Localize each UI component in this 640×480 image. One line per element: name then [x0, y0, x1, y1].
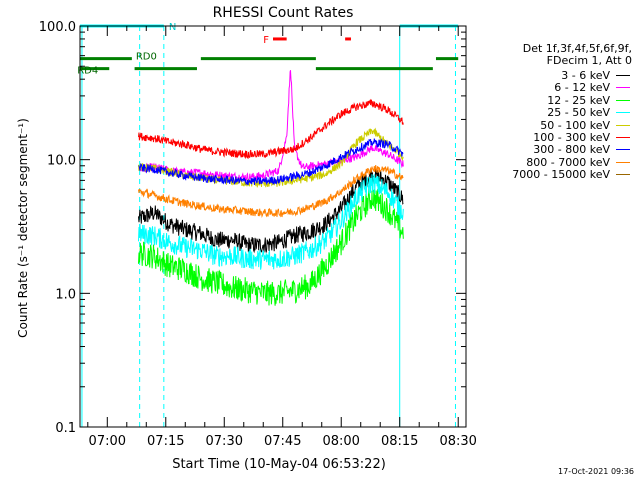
legend-label: 6 - 12 keV: [554, 81, 610, 95]
legend-label: 7000 - 15000 keV: [512, 168, 610, 182]
legend-label: 50 - 100 keV: [540, 118, 610, 132]
y-tick-label: 1.0: [55, 287, 76, 302]
x-tick-label: 07:15: [147, 434, 184, 449]
legend-swatch: [616, 75, 630, 76]
legend-item: 6 - 12 keV: [554, 81, 630, 94]
series-group: [138, 70, 404, 306]
x-tick-label: 08:15: [381, 434, 418, 449]
legend-swatch: [616, 99, 630, 101]
legend-item: 50 - 100 keV: [540, 119, 630, 132]
y-tick-label: 100.0: [39, 20, 76, 35]
legend-swatch: [616, 174, 630, 176]
legend-item: 300 - 800 keV: [533, 143, 630, 156]
legend-label: 12 - 25 keV: [547, 93, 610, 107]
legend-item: 3 - 6 keV: [561, 69, 630, 82]
series-line-0: [138, 167, 404, 254]
legend-item: 100 - 300 keV: [533, 131, 630, 144]
legend-header-line2: FDecim 1, Att 0: [546, 54, 632, 67]
state-label-rd4: RD4: [77, 66, 98, 77]
timestamp: 17-Oct-2021 09:36: [558, 467, 634, 476]
legend-item: 800 - 7000 keV: [526, 156, 630, 169]
x-tick-label: 07:45: [264, 434, 301, 449]
series-line-1: [138, 70, 404, 182]
legend-swatch: [616, 137, 630, 138]
series-line-7: [138, 165, 404, 219]
legend-label: 300 - 800 keV: [533, 143, 610, 157]
state-label-n: N: [169, 22, 176, 33]
x-tick-label: 07:00: [89, 434, 126, 449]
plot-frame: [79, 25, 467, 428]
legend-item: 25 - 50 keV: [547, 106, 630, 119]
y-axis-label: Count Rate (s⁻¹ detector segment⁻¹): [16, 118, 30, 338]
legend-swatch: [616, 149, 630, 151]
legend-swatch: [616, 161, 630, 163]
x-tick-label: 07:30: [206, 434, 243, 449]
legend-header-line1: Det 1f,3f,4f,5f,6f,9f,: [522, 42, 632, 55]
legend-swatch: [616, 112, 630, 114]
legend-label: 25 - 50 keV: [547, 106, 610, 120]
legend-swatch: [616, 87, 630, 89]
series-line-6: [138, 138, 404, 186]
series-line-2: [138, 188, 404, 306]
legend-swatch: [616, 124, 630, 126]
axes: 0.1 1.0 10.0 100.0 07:00 07:15 07:30 07:45 08:00…: [39, 20, 477, 449]
y-tick-label: 10.0: [47, 154, 76, 169]
legend-label: 3 - 6 keV: [561, 69, 610, 82]
series-line-5: [138, 98, 404, 160]
state-label-f: F: [263, 35, 269, 46]
legend-item: 7000 - 15000 keV: [512, 168, 630, 181]
x-tick-label: 08:30: [439, 434, 476, 449]
legend-label: 800 - 7000 keV: [526, 155, 610, 169]
x-tick-label: 08:00: [322, 434, 359, 449]
legend-label: 100 - 300 keV: [533, 131, 610, 144]
legend-item: 12 - 25 keV: [547, 94, 630, 107]
state-label-rd0: RD0: [136, 52, 157, 63]
y-tick-label: 0.1: [55, 421, 76, 436]
chart-title: RHESSI Count Rates: [213, 5, 354, 21]
x-axis-label: Start Time (10-May-04 06:53:22): [172, 457, 386, 472]
series-line-3: [138, 174, 404, 270]
